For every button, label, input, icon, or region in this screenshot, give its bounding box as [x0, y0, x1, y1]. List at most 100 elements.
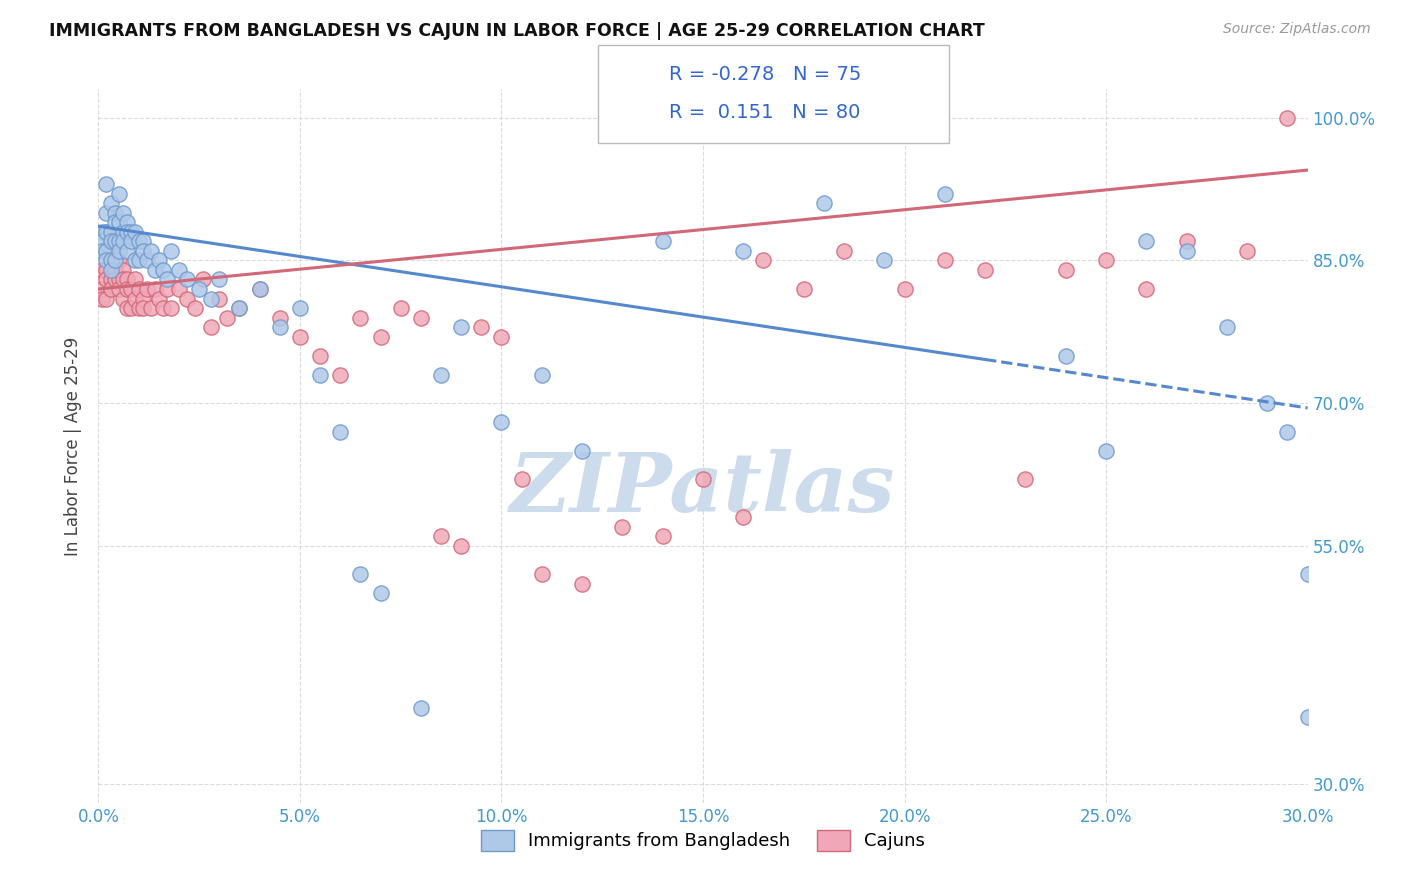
Point: [329, 425, 352, 439]
Point: [1296, 567, 1319, 582]
Point: [370, 329, 392, 343]
Text: IMMIGRANTS FROM BANGLADESH VS CAJUN IN LABOR FORCE | AGE 25-29 CORRELATION CHART: IMMIGRANTS FROM BANGLADESH VS CAJUN IN L…: [49, 22, 986, 40]
Point: [120, 235, 142, 249]
Point: [100, 253, 122, 268]
Point: [1014, 472, 1036, 486]
Point: [651, 235, 673, 249]
Point: [530, 368, 553, 382]
Point: [115, 301, 138, 315]
Point: [793, 282, 815, 296]
Point: [139, 301, 162, 315]
Point: [491, 415, 513, 429]
Point: [96, 244, 118, 258]
Point: [156, 272, 179, 286]
Point: [217, 310, 239, 325]
Point: [135, 282, 157, 296]
Point: [733, 244, 755, 258]
Point: [530, 567, 553, 582]
Point: [200, 320, 222, 334]
Point: [249, 282, 271, 296]
Point: [1216, 320, 1239, 334]
Point: [143, 282, 166, 296]
Point: [349, 310, 371, 325]
Point: [111, 263, 134, 277]
Point: [100, 225, 122, 239]
Point: [115, 215, 138, 229]
Point: [124, 253, 146, 268]
Point: [91, 282, 114, 296]
Point: [752, 253, 775, 268]
Point: [124, 225, 146, 239]
Point: [124, 292, 146, 306]
Point: [148, 292, 170, 306]
Point: [103, 244, 125, 258]
Point: [132, 235, 155, 249]
Point: [107, 235, 129, 249]
Point: [651, 529, 673, 543]
Point: [96, 178, 118, 192]
Point: [100, 235, 122, 249]
Point: [103, 206, 125, 220]
Point: [1054, 349, 1077, 363]
Point: [470, 320, 492, 334]
Point: [152, 263, 174, 277]
Point: [128, 235, 150, 249]
Legend: Immigrants from Bangladesh, Cajuns: Immigrants from Bangladesh, Cajuns: [474, 822, 932, 858]
Point: [893, 282, 915, 296]
Point: [111, 235, 134, 249]
Point: [934, 186, 956, 201]
Point: [128, 301, 150, 315]
Point: [329, 368, 352, 382]
Point: [132, 301, 155, 315]
Point: [733, 510, 755, 524]
Point: [208, 292, 231, 306]
Point: [450, 320, 472, 334]
Point: [100, 253, 122, 268]
Point: [91, 225, 114, 239]
Point: [96, 225, 118, 239]
Point: [430, 368, 453, 382]
Point: [139, 244, 162, 258]
Point: [1296, 710, 1319, 724]
Point: [100, 263, 122, 277]
Point: [1175, 235, 1198, 249]
Point: [100, 272, 122, 286]
Point: [96, 272, 118, 286]
Point: [176, 272, 198, 286]
Point: [228, 301, 250, 315]
Point: [430, 529, 453, 543]
Point: [100, 196, 122, 211]
Point: [1135, 235, 1157, 249]
Point: [1256, 396, 1278, 410]
Point: [96, 225, 118, 239]
Point: [309, 349, 332, 363]
Point: [1277, 425, 1299, 439]
Point: [107, 253, 129, 268]
Point: [91, 244, 114, 258]
Point: [107, 272, 129, 286]
Text: ZIPatlas: ZIPatlas: [510, 449, 896, 529]
Point: [120, 301, 142, 315]
Point: [571, 577, 593, 591]
Point: [111, 206, 134, 220]
Point: [167, 263, 190, 277]
Point: [107, 215, 129, 229]
Point: [107, 186, 129, 201]
Point: [143, 263, 166, 277]
Point: [288, 301, 311, 315]
Point: [208, 272, 231, 286]
Point: [103, 272, 125, 286]
Point: [450, 539, 472, 553]
Point: [128, 282, 150, 296]
Point: [1095, 443, 1118, 458]
Point: [115, 225, 138, 239]
Point: [103, 253, 125, 268]
Point: [409, 310, 432, 325]
Point: [96, 253, 118, 268]
Point: [115, 282, 138, 296]
Text: R =  0.151   N = 80: R = 0.151 N = 80: [669, 103, 860, 122]
Point: [132, 244, 155, 258]
Point: [96, 263, 118, 277]
Point: [160, 301, 183, 315]
Point: [974, 263, 997, 277]
